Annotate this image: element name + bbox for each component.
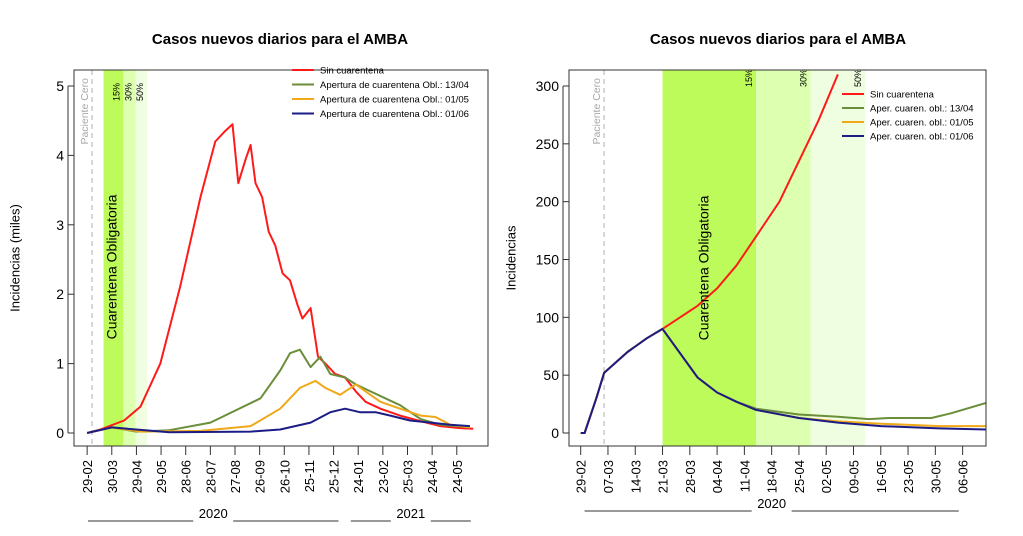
y-axis-label: Incidencias [503,225,518,291]
x-tick-label: 14-03 [628,460,643,493]
y-tick-label: 200 [536,194,560,210]
year-label: 2020 [199,506,228,521]
chart-1: Casos nuevos diarios para el AMBA Pacient… [7,31,489,522]
quarantine-band-2 [756,70,811,446]
quarantine-band-1 [103,70,124,446]
y-tick-label: 150 [536,252,560,268]
x-tick-label: 21-03 [656,460,671,493]
x-tick-label: 29-04 [129,460,144,493]
series-line-3 [86,379,471,434]
chart-title: Casos nuevos diarios para el AMBA [152,31,408,48]
band-label-15pct: 15% [744,69,754,87]
plot-area [86,70,474,446]
plot-area [580,70,986,446]
x-tick-label: 28-06 [179,460,194,493]
x-tick-label: 25-11 [302,460,317,492]
cuarentena-obligatoria-label: Cuarentena Obligatoria [104,194,120,339]
band-label-30pct: 30% [799,69,809,87]
y-tick-label: 0 [551,425,559,441]
y-tick-label: 300 [536,78,560,94]
x-tick-label: 11-04 [737,460,752,492]
x-tick-label: 09-05 [846,460,861,493]
y-axis-label: Incidencias (miles) [7,204,22,312]
legend-label: Apertura de cuarentena Obl.: 01/05 [320,95,469,106]
x-tick-label: 23-02 [376,460,391,493]
x-tick-label: 25-04 [792,460,807,493]
x-tick-label: 02-05 [819,460,834,493]
x-tick-label: 28-03 [683,460,698,493]
plot-frame [568,69,987,447]
y-tick-label: 3 [56,217,64,233]
x-tick-label: 16-05 [874,460,889,493]
x-tick-label: 04-04 [710,460,725,493]
legend-label: Sin cuarentena [870,90,935,101]
year-label: 2021 [396,506,425,521]
x-tick-label: 26-09 [253,460,268,493]
quarantine-band-2 [123,70,136,446]
quarantine-band-3 [135,70,148,446]
x-tick-label: 26-10 [277,460,292,493]
x-tick-label: 25-03 [401,460,416,493]
band-label-50pct: 50% [853,69,863,87]
year-label: 2020 [757,496,786,511]
x-tick-label: 27-08 [228,460,243,493]
legend-label: Sin cuarentena [320,66,385,77]
x-tick-label: 07-03 [601,460,616,493]
paciente-cero-label: Paciente Cero [79,78,91,145]
plot-frame [73,69,489,447]
series-line-2 [86,348,470,434]
x-tick-label: 24-04 [425,460,440,493]
legend-label: Apertura de cuarentena Obl.: 13/04 [320,80,469,91]
chart-2: Casos nuevos diarios para el AMBA Pacient… [503,31,987,512]
quarantine-band-3 [810,70,866,446]
band-label-50pct: 50% [135,83,145,101]
x-tick-label: 24-05 [450,460,465,493]
x-tick-label: 29-02 [80,460,95,493]
legend: Sin cuarentena Aper. cuaren. obl.: 13/04 A… [842,90,974,143]
y-tick-label: 4 [56,147,64,163]
x-tick-label: 29-05 [154,460,169,493]
legend-label: Apertura de cuarentena Obl.: 01/06 [320,109,469,120]
band-label-15pct: 15% [111,83,121,101]
paciente-cero-label: Paciente Cero [591,78,603,145]
y-tick-label: 250 [536,136,560,152]
legend-label: Aper. cuaren. obl.: 01/06 [870,132,974,143]
x-tick-label: 25-12 [327,460,342,493]
x-tick-label: 06-06 [956,460,971,493]
cuarentena-obligatoria-label: Cuarentena Obligatoria [696,195,712,340]
x-tick-label: 30-05 [928,460,943,493]
x-tick-label: 18-04 [765,460,780,493]
legend: Sin cuarentena Apertura de cuarentena Obl… [292,66,469,120]
x-tick-label: 28-07 [203,460,218,493]
y-tick-label: 50 [543,367,559,383]
y-tick-label: 2 [56,286,64,302]
series-line-1 [86,123,474,434]
legend-label: Aper. cuaren. obl.: 13/04 [870,104,974,115]
x-tick-label: 24-01 [351,460,366,493]
x-tick-label: 30-03 [105,460,120,493]
x-tick-label: 23-05 [901,460,916,493]
y-tick-label: 5 [56,78,64,94]
band-label-30pct: 30% [124,83,134,101]
y-tick-label: 100 [536,309,560,325]
y-tick-label: 1 [56,356,64,372]
chart-title: Casos nuevos diarios para el AMBA [650,31,906,48]
series-line-4 [580,327,986,434]
x-tick-label: 29-02 [574,460,589,493]
y-tick-label: 0 [56,425,64,441]
series-line-4 [86,407,470,434]
legend-label: Aper. cuaren. obl.: 01/05 [870,118,974,129]
